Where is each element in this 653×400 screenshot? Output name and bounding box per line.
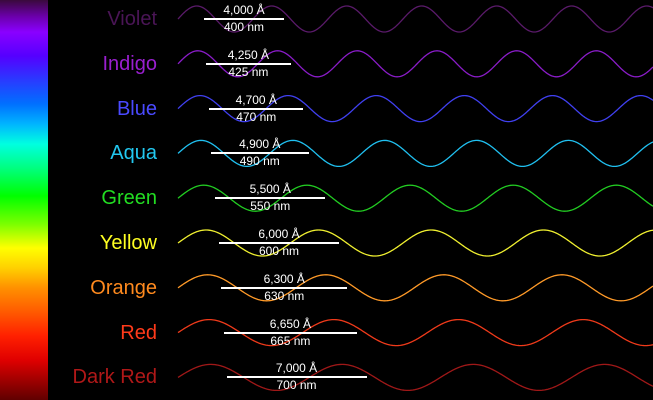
wavelength-tick-line [226,376,367,379]
color-name-label: Dark Red [72,366,157,389]
angstrom-label: 4,900 Å [239,137,281,152]
wave-orange [177,274,653,302]
angstrom-label: 4,000 Å [223,3,265,17]
wavelength-tick-line [219,242,339,244]
wavelength-tick-line [215,197,326,200]
angstrom-label: 5,500 Å [249,182,291,197]
nanometer-label: 400 nm [223,20,265,34]
wave-blue [177,94,653,123]
nanometer-label: 470 nm [236,109,277,124]
nanometer-label: 550 nm [250,199,291,214]
wave-violet [177,5,653,33]
wave-dark-red [177,363,653,392]
wave-red [177,318,653,347]
wavelength-tick-line [223,331,357,334]
color-name-label: Green [101,187,157,210]
wavelength-tick-line [221,286,348,289]
angstrom-label: 4,250 Å [227,47,270,62]
angstrom-label: 6,300 Å [263,271,305,286]
color-name-label: Indigo [102,52,158,75]
nanometer-label: 600 nm [258,244,300,258]
wave-yellow [177,229,653,257]
color-name-label: Orange [90,276,157,299]
angstrom-label: 7,000 Å [275,361,318,376]
nanometer-label: 425 nm [228,64,269,79]
wave-aqua [177,139,653,168]
color-name-label: Red [120,321,157,344]
wavelength-tick-line [205,62,291,65]
wavelength-tick-line [210,152,309,155]
spectrum-gradient-bar [0,0,48,400]
nanometer-label: 665 nm [270,333,311,348]
nanometer-label: 630 nm [264,288,305,303]
angstrom-label: 4,700 Å [235,92,277,107]
angstrom-label: 6,650 Å [269,316,312,331]
color-name-label: Aqua [110,142,157,165]
nanometer-label: 490 nm [239,154,280,169]
wavelength-tick-line [209,107,304,110]
color-name-label: Violet [107,8,157,30]
wave-green [177,184,653,212]
color-name-label: Blue [116,97,157,120]
angstrom-label: 6,000 Å [258,227,300,241]
nanometer-label: 700 nm [276,378,317,393]
wavelength-tick-line [204,18,284,20]
color-name-label: Yellow [99,232,157,254]
